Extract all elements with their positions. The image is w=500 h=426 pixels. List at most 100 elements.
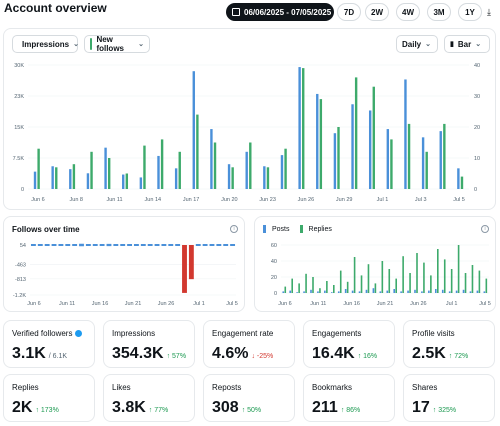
- stat-value: 3.8K ↑ 77%: [112, 399, 168, 417]
- replies-bar: [395, 278, 397, 293]
- chevron-down-icon: ⌄: [73, 41, 80, 48]
- replies-swatch: [299, 225, 303, 233]
- posts-bar: [476, 290, 479, 293]
- range-4w-button[interactable]: 4W: [396, 3, 420, 21]
- posts-bar: [414, 289, 416, 293]
- impressions-bar: [280, 155, 284, 189]
- y-left-tick-label: 0: [21, 187, 24, 193]
- impressions-bar: [192, 71, 195, 189]
- impressions-bar: [122, 174, 125, 189]
- impressions-bar: [227, 164, 231, 189]
- stat-value-text: 354.3K: [112, 345, 164, 362]
- stat-card-engagements[interactable]: Engagements 16.4K ↑ 16%: [303, 320, 395, 368]
- stat-value-text: 2K: [12, 399, 33, 416]
- range-2w-button[interactable]: 2W: [365, 3, 389, 21]
- posts-bar: [289, 290, 291, 293]
- replies-bar: [423, 262, 425, 293]
- y-right-tick-label: 10: [474, 156, 480, 162]
- stat-label: Engagements: [312, 329, 362, 338]
- follows-bar: [92, 244, 98, 246]
- stat-card-impressions[interactable]: Impressions 354.3K ↑ 57%: [103, 320, 195, 368]
- follows-bar: [31, 244, 36, 246]
- y-right-tick-label: 40: [474, 63, 480, 69]
- stat-card-bookmarks[interactable]: Bookmarks 211 ↑ 86%: [303, 374, 395, 422]
- date-range-button[interactable]: 06/06/2025 - 07/05/2025: [226, 3, 334, 21]
- y-tick-label: 0: [274, 291, 277, 297]
- info-icon[interactable]: i: [230, 225, 238, 233]
- download-icon[interactable]: ⤓: [487, 6, 491, 17]
- y-right-tick-label: 20: [474, 125, 480, 131]
- stat-card-reposts[interactable]: Reposts 308 ↑ 50%: [203, 374, 295, 422]
- y-tick-label: 40: [271, 259, 277, 265]
- replies-bar: [326, 281, 328, 293]
- y-right-tick-label: 0: [474, 187, 477, 193]
- x-tick-label: Jul 3: [415, 197, 427, 203]
- follows-bar: [209, 244, 215, 246]
- stat-card-likes[interactable]: Likes 3.8K ↑ 77%: [103, 374, 195, 422]
- posts-bar: [337, 291, 340, 293]
- follows-bar: [113, 244, 119, 246]
- posts-bar: [379, 291, 382, 293]
- stat-change: ↑ 16%: [357, 353, 378, 360]
- stat-label: Verified followers: [12, 329, 83, 338]
- x-tick-label: Jun 26: [158, 301, 175, 307]
- stat-value: 308 ↑ 50%: [212, 399, 261, 417]
- posts-bar: [421, 291, 423, 293]
- stat-change: ↑ 86%: [340, 407, 361, 414]
- replies-bar: [367, 264, 370, 293]
- stat-change: ↑ 77%: [148, 407, 169, 414]
- impressions-bar: [386, 129, 390, 189]
- x-tick-label: Jul 1: [446, 301, 458, 307]
- metric2-dropdown[interactable]: New follows ⌄: [84, 35, 150, 53]
- impressions-bar: [51, 166, 54, 189]
- impressions-bar: [174, 168, 178, 189]
- posts-replies-chart: 0 20 40 60 Jun 6 Jun 11 Jun 16 Jun 21 Jun 26 Jul …: [271, 243, 491, 307]
- stat-change: ↑ 173%: [35, 407, 59, 414]
- chart-type-dropdown[interactable]: ▮ Bar ⌄: [444, 35, 490, 53]
- stat-change: ↑ 57%: [166, 353, 187, 360]
- calendar-icon: [232, 8, 240, 16]
- stat-card-engagement-rate[interactable]: Engagement rate 4.6% ↓ -25%: [203, 320, 295, 368]
- granularity-dropdown[interactable]: Daily ⌄: [396, 35, 438, 53]
- stat-label: Engagement rate: [212, 329, 274, 338]
- follows-bar: [302, 68, 305, 189]
- chevron-down-icon: ⌄: [138, 41, 144, 48]
- impressions-bar: [298, 67, 301, 189]
- metric2-label: New follows: [96, 35, 124, 53]
- range-1y-button[interactable]: 1Y: [458, 3, 482, 21]
- x-tick-label: Jun 11: [59, 301, 75, 307]
- replies-legend-label: Replies: [308, 225, 332, 233]
- stat-card-replies[interactable]: Replies 2K ↑ 173%: [3, 374, 95, 422]
- stat-card-profile-visits[interactable]: Profile visits 2.5K ↑ 72%: [403, 320, 495, 368]
- metric1-dropdown[interactable]: Impressions ⌄: [12, 35, 80, 53]
- follows-bar: [168, 244, 174, 246]
- stat-value-text: 308: [212, 399, 239, 416]
- posts-bar: [358, 291, 361, 293]
- range-7d-button[interactable]: 7D: [337, 3, 361, 21]
- range-3m-button[interactable]: 3M: [427, 3, 451, 21]
- stat-value: 16.4K ↑ 16%: [312, 345, 377, 363]
- stat-label: Reposts: [212, 383, 242, 392]
- replies-bar: [443, 259, 446, 293]
- header: Account overview 06/06/2025 - 07/05/2025…: [0, 0, 500, 24]
- main-chart-card: Impressions ⌄ New follows ⌄ Daily ⌄ ▮ Ba…: [3, 28, 496, 210]
- follows-bar: [196, 114, 199, 189]
- x-tick-label: Jun 6: [27, 301, 40, 307]
- info-icon[interactable]: i: [481, 225, 489, 233]
- stat-value-text: 17: [412, 399, 430, 416]
- follows-bar: [216, 244, 222, 246]
- follows-bar: [230, 244, 235, 246]
- stat-card-shares[interactable]: Shares 17 ↑ 325%: [403, 374, 495, 422]
- follows-bar: [99, 244, 105, 246]
- follows-bar: [249, 142, 252, 189]
- follows-bar: [107, 158, 111, 189]
- stat-value: 2.5K ↑ 72%: [412, 345, 468, 363]
- replies-bar: [388, 269, 391, 293]
- follows-bar: [65, 244, 71, 246]
- posts-bar: [448, 291, 451, 293]
- stat-card-verified-followers[interactable]: Verified followers 3.1K/ 6.1K: [3, 320, 95, 368]
- posts-bar: [428, 290, 430, 293]
- replies-bar: [457, 245, 460, 293]
- x-tick-label: Jun 8: [70, 197, 83, 203]
- posts-bar: [407, 290, 409, 293]
